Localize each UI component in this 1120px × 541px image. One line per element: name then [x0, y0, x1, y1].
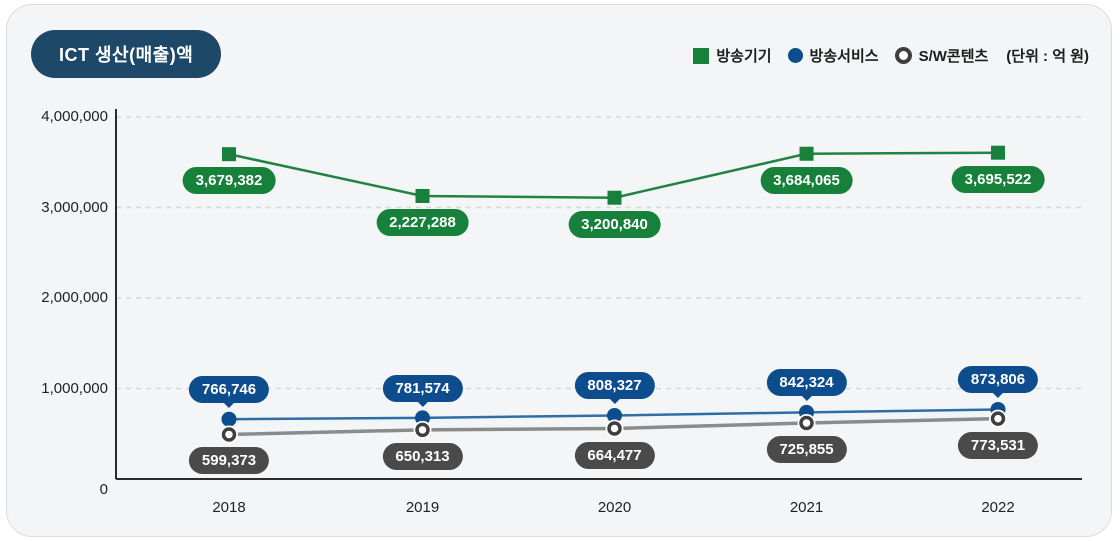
y-axis-tick-label: 4,000,000	[41, 108, 108, 125]
y-axis-tick-label: 1,000,000	[41, 379, 108, 397]
data-label: 599,373	[188, 447, 270, 475]
x-axis-tick-label: 2019	[405, 499, 440, 516]
data-label: 773,531	[957, 431, 1039, 459]
legend-label: 방송기기	[716, 48, 772, 65]
unit-label: (단위 : 억 원)	[1006, 48, 1089, 65]
y-axis-tick-label: 3,000,000	[41, 198, 108, 216]
legend-label: S/W콘텐츠	[918, 48, 989, 65]
data-marker-ring	[221, 427, 237, 442]
data-marker-circle	[221, 411, 237, 427]
legend-square-icon	[693, 47, 710, 64]
legend-circle-icon	[787, 48, 803, 63]
data-label: 766,746	[188, 376, 270, 409]
data-marker-square	[607, 190, 622, 205]
data-marker-square	[222, 147, 236, 162]
data-marker-square	[991, 145, 1005, 160]
data-label: 650,313	[382, 442, 463, 470]
data-label: 808,327	[574, 372, 655, 405]
data-label: 2,227,288	[376, 208, 469, 236]
label-tail	[416, 400, 429, 413]
label-tail	[608, 398, 621, 410]
data-label: 781,574	[382, 374, 463, 407]
data-label: 3,679,382	[182, 167, 276, 195]
data-label: 842,324	[766, 369, 847, 402]
data-marker-square	[415, 188, 430, 203]
legend-item-sw-contents: S/W콘텐츠	[894, 45, 989, 66]
label-tail	[800, 395, 813, 407]
legend: 방송기기 방송서비스 S/W콘텐츠 (단위 : 억 원)	[693, 45, 1089, 66]
data-label: 873,806	[957, 366, 1039, 399]
label-tail	[222, 402, 235, 414]
data-marker-ring	[799, 415, 814, 431]
x-axis-tick-label: 2018	[212, 499, 246, 516]
data-marker-circle	[415, 410, 430, 426]
label-tail	[991, 392, 1004, 404]
y-axis-tick-label: 0	[99, 481, 108, 498]
data-label: 3,695,522	[951, 165, 1045, 193]
chart-plot-area	[115, 109, 1082, 480]
data-marker-ring	[607, 421, 622, 436]
x-axis-tick-label: 2020	[597, 499, 632, 516]
data-label: 3,684,065	[760, 166, 853, 194]
x-axis-tick-label: 2022	[981, 499, 1015, 516]
data-label: 3,200,840	[568, 210, 661, 238]
legend-label: 방송서비스	[809, 48, 879, 65]
x-axis-tick-label: 2021	[789, 499, 824, 516]
data-marker-square	[799, 146, 814, 161]
data-marker-ring	[990, 411, 1006, 426]
chart-card: ICT 생산(매출)액 방송기기 방송서비스 S/W콘텐츠 (단위 : 억 원)…	[6, 4, 1112, 537]
legend-item-broadcast-equipment: 방송기기	[693, 45, 772, 66]
chart-title: ICT 생산(매출)액	[59, 45, 194, 65]
data-marker-ring	[415, 422, 430, 438]
chart-title-badge: ICT 생산(매출)액	[31, 30, 222, 78]
data-marker-circle	[607, 407, 622, 423]
legend-item-broadcast-service: 방송서비스	[787, 45, 879, 66]
data-label: 664,477	[574, 441, 655, 469]
data-label: 725,855	[766, 435, 847, 463]
legend-ring-icon	[894, 47, 912, 64]
y-axis-tick-label: 2,000,000	[41, 289, 108, 306]
